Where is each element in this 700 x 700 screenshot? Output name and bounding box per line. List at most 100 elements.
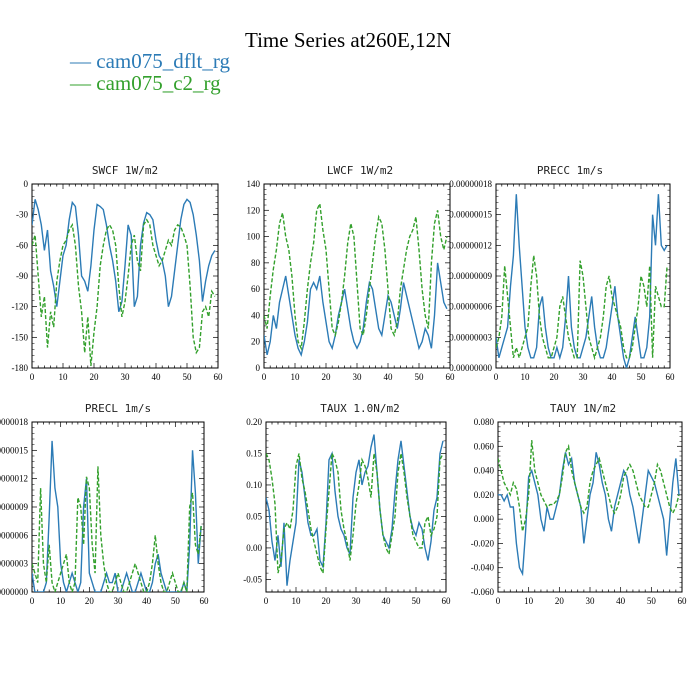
page-title: Time Series at260E,12N [245, 28, 452, 52]
x-tick-label: 60 [200, 596, 210, 606]
y-tick-label: 0.00000000 [0, 587, 29, 597]
y-tick-label: 20 [251, 337, 261, 347]
series-line-c2 [264, 201, 448, 351]
series-line-c2 [498, 440, 680, 532]
x-tick-label: 10 [56, 596, 66, 606]
y-tick-label: -120 [12, 302, 29, 312]
y-tick-label: 60 [251, 284, 261, 294]
x-tick-label: 50 [171, 596, 181, 606]
legend-label-c2: cam075_c2_rg [96, 71, 221, 95]
y-tick-label: -0.040 [471, 563, 495, 573]
y-tick-label: 0.00000009 [0, 502, 29, 512]
y-tick-label: -180 [12, 363, 29, 373]
x-tick-label: 10 [59, 372, 69, 382]
y-tick-label: 0.00000015 [449, 210, 492, 220]
y-tick-label: -0.060 [471, 587, 495, 597]
y-tick-label: -90 [16, 271, 28, 281]
series-line-dflt [32, 198, 216, 312]
plot-frame [495, 183, 671, 369]
x-tick-label: 60 [446, 372, 456, 382]
x-tick-label: 10 [292, 596, 302, 606]
y-tick-label: 40 [251, 310, 261, 320]
x-tick-label: 60 [214, 372, 224, 382]
x-tick-label: 40 [616, 596, 626, 606]
y-tick-label: -60 [16, 240, 28, 250]
y-tick-label: 0.00000012 [0, 474, 28, 484]
y-tick-label: 80 [251, 258, 261, 268]
y-tick-label: 0.00000003 [449, 332, 492, 342]
x-tick-label: 30 [579, 372, 589, 382]
x-tick-label: 20 [85, 596, 95, 606]
x-tick-label: 0 [494, 372, 499, 382]
legend: — cam075_dflt_rg — cam075_c2_rg [70, 50, 230, 94]
y-tick-label: -150 [12, 332, 29, 342]
y-tick-label: 0.00000006 [449, 302, 492, 312]
y-tick-label: -30 [16, 210, 28, 220]
x-tick-label: 50 [183, 372, 193, 382]
y-tick-label: 0.040 [474, 466, 495, 476]
legend-label-dflt: cam075_dflt_rg [96, 49, 231, 73]
x-tick-label: 20 [550, 372, 560, 382]
x-tick-label: 20 [555, 596, 565, 606]
series-line-dflt [498, 452, 680, 577]
series-line-dflt [266, 434, 444, 586]
x-tick-label: 50 [412, 596, 422, 606]
x-tick-label: 60 [678, 596, 688, 606]
x-tick-label: 50 [415, 372, 425, 382]
x-tick-label: 20 [322, 596, 332, 606]
x-tick-label: 30 [586, 596, 596, 606]
y-tick-label: 0.060 [474, 441, 495, 451]
y-tick-label: 0 [24, 179, 29, 189]
x-tick-label: 10 [291, 372, 301, 382]
panel-5: TAUX 1.0N/m2 0 10 20 30 40 50 60 -0.05 0.00 0.05 0.… [243, 402, 451, 606]
x-tick-label: 0 [30, 372, 35, 382]
panel-6: TAUY 1N/m2 0 10 20 30 40 50 60 -0.060 -0.040 -0.02… [471, 402, 687, 606]
x-tick-label: 0 [262, 372, 267, 382]
x-tick-label: 30 [121, 372, 131, 382]
x-tick-label: 0 [264, 596, 269, 606]
y-tick-label: 0.20 [246, 417, 262, 427]
x-tick-label: 30 [352, 596, 362, 606]
y-tick-label: 0 [256, 363, 261, 373]
x-tick-label: 40 [384, 372, 394, 382]
x-tick-label: 30 [353, 372, 363, 382]
y-tick-label: 100 [247, 232, 261, 242]
series-line-c2 [496, 255, 668, 361]
x-tick-label: 30 [114, 596, 124, 606]
panel-4: PRECL 1m/s 0 10 20 30 40 50 60 0.00000000 0.00000… [0, 402, 209, 606]
y-tick-label: 0.00000003 [0, 559, 29, 569]
y-tick-label: 0.00000006 [0, 530, 29, 540]
panel-title: PRECC 1m/s [537, 164, 603, 177]
y-tick-label: 0.05 [246, 511, 262, 521]
x-tick-label: 40 [142, 596, 152, 606]
y-tick-label: 120 [247, 205, 261, 215]
x-tick-label: 10 [524, 596, 534, 606]
x-tick-label: 10 [521, 372, 531, 382]
y-tick-label: 0.000 [474, 514, 495, 524]
y-tick-label: 0.080 [474, 417, 495, 427]
x-tick-label: 20 [90, 372, 100, 382]
y-tick-label: -0.05 [243, 574, 262, 584]
x-tick-label: 60 [666, 372, 676, 382]
plot-frame [497, 421, 683, 593]
panel-title: LWCF 1W/m2 [327, 164, 393, 177]
series-line-c2 [32, 466, 202, 592]
y-tick-label: 0.00000015 [0, 445, 29, 455]
series-line-dflt [264, 262, 448, 357]
y-tick-label: 0.00000018 [0, 417, 29, 427]
series-line-dflt [496, 194, 668, 368]
x-tick-label: 50 [647, 596, 657, 606]
y-tick-label: 0.00000018 [449, 179, 492, 189]
y-tick-label: 0.00000009 [449, 271, 492, 281]
x-tick-label: 0 [496, 596, 501, 606]
y-tick-label: 0.00 [246, 543, 262, 553]
legend-item-dflt: — cam075_dflt_rg [70, 49, 231, 73]
panel-3: PRECC 1m/s0 10 20 30 40 50 600.000000000.00000… [449, 164, 675, 382]
y-tick-label: 0.020 [474, 490, 495, 500]
legend-item-c2: — cam075_c2_rg [70, 71, 221, 95]
x-tick-label: 50 [637, 372, 647, 382]
y-tick-label: 0.10 [246, 480, 262, 490]
y-tick-label: 0.00000000 [449, 363, 492, 373]
x-tick-label: 0 [30, 596, 35, 606]
